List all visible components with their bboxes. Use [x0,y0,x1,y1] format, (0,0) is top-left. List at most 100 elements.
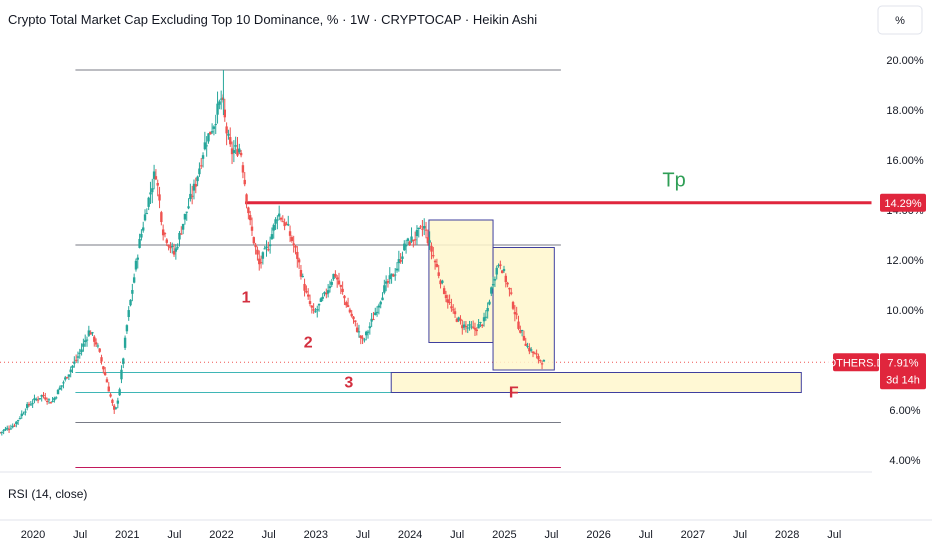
candle [341,281,344,295]
wave-label-wave-f[interactable]: F [509,385,519,402]
candle [238,143,241,155]
candle [413,231,417,246]
scale-mode-button[interactable] [877,5,923,35]
candle [529,347,533,353]
price-axis[interactable]: 20.00%18.00%16.00%14.00%12.00%10.00%8.00… [886,55,924,467]
candle [339,284,343,295]
pattern-box[interactable] [492,247,555,371]
pattern-box[interactable] [428,219,494,343]
wave-label-tp[interactable]: Tp [662,169,685,191]
candle [279,216,283,222]
candle [0,432,2,434]
candle [466,324,469,334]
candle [346,297,350,308]
candle [45,397,49,405]
candle [539,359,542,363]
candle [243,172,246,187]
wave-labels: Tp 1 2 3 F [242,169,686,401]
price-tick-label: 18.00% [886,105,924,117]
rsi-indicator-label[interactable]: RSI (14, close) [8,487,87,501]
candle [201,152,205,168]
candle [65,376,69,379]
candle [310,304,314,314]
candle [7,425,11,433]
candle [172,243,176,257]
candle [308,294,312,307]
candle [370,312,373,328]
candle [326,283,330,298]
candle [187,198,190,210]
candle [49,401,52,404]
candle [524,337,527,346]
candle [537,353,540,364]
candle [142,221,145,233]
candle [114,407,118,410]
candle [254,242,257,255]
candle [16,419,20,425]
wave-label-wave-3[interactable]: 3 [344,375,353,392]
price-tick-label: 4.00% [889,455,920,467]
candle [9,424,13,430]
candle [473,322,477,337]
candle [499,260,502,270]
candle [484,310,488,321]
candle [403,240,406,251]
pattern-box[interactable] [390,372,802,393]
candle [399,253,402,264]
candle [180,226,183,235]
candle [229,127,232,147]
time-tick-label: Jul [450,529,464,541]
candle [359,334,362,345]
wave-label-wave-1[interactable]: 1 [242,290,251,307]
candle [335,275,339,288]
candle [160,210,163,226]
candle [247,206,250,220]
candle [31,399,34,408]
scale-mode-label[interactable]: % [895,15,905,27]
candle [105,377,109,383]
candle [25,402,29,411]
candle [22,411,25,415]
candle [388,267,391,285]
candle [343,295,346,306]
time-tick-label: 2020 [21,529,45,541]
candle [408,240,411,246]
candle [149,181,152,205]
candle [200,158,203,170]
candle [502,265,506,273]
candle [67,374,71,381]
candle [350,310,353,318]
candle [69,366,72,378]
candle [125,324,129,334]
candle [424,221,428,239]
candle [281,215,285,223]
candle [510,287,513,296]
candle [109,392,112,398]
candle [216,91,219,124]
candle [386,278,390,288]
candle [71,365,74,374]
candle [64,375,67,382]
candle [147,196,150,211]
candle [84,334,87,347]
candle [111,398,114,406]
candle [58,385,62,391]
candle [270,227,274,240]
candle [354,320,357,327]
candle [319,297,323,303]
candle [94,338,98,348]
candle [337,272,341,286]
time-axis[interactable]: 2020 Jul 2021 Jul 2022 Jul 2023 Jul 2024 Jul 2025 J… [21,529,842,541]
candle [299,264,303,280]
time-tick-label: 2023 [304,529,328,541]
candle [430,242,433,260]
candle [134,258,138,272]
candle [47,398,51,404]
candle [56,389,60,395]
candle [62,380,65,389]
candle [42,392,45,399]
wave-label-wave-2[interactable]: 2 [304,335,313,352]
candle [366,329,370,339]
candle [203,131,207,151]
